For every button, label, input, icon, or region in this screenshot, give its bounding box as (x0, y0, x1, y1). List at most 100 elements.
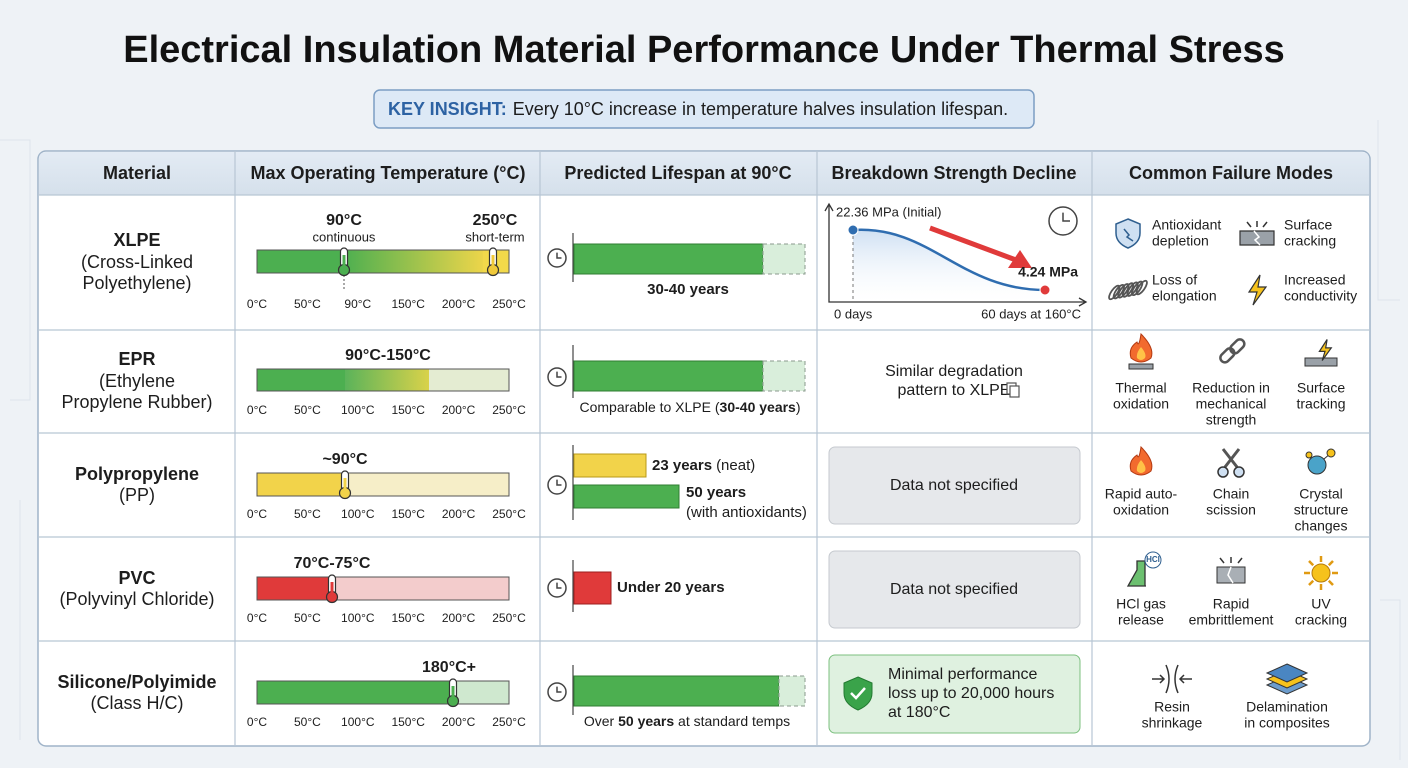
material-name: PVC (118, 568, 155, 588)
icon (1305, 451, 1313, 459)
icon (1307, 455, 1327, 475)
icon (1136, 460, 1146, 473)
clock-icon (556, 686, 562, 693)
lifespan-label: Comparable to XLPE (30-40 years) (579, 399, 800, 415)
bar-extension (778, 675, 806, 707)
icon (1227, 566, 1234, 584)
breakdown-end: 4.24 MPa (1018, 264, 1078, 280)
temp-tick-label: 150°C (391, 403, 425, 417)
text-part: Over (584, 713, 618, 729)
failure-mode-label: shrinkage (1142, 715, 1203, 731)
bar (573, 243, 764, 275)
failure-mode-label: mechanical (1196, 396, 1267, 412)
material-detail: (Ethylene (99, 371, 175, 391)
lifespan-label: 30-40 years (647, 281, 729, 298)
breakdown-text: Minimal performance (888, 666, 1037, 683)
clock-icon (556, 371, 562, 378)
failure-mode-label: structure (1294, 502, 1349, 518)
icon (1246, 221, 1268, 228)
icon (1229, 338, 1246, 355)
bar-outline (256, 472, 510, 497)
failure-mode-label: Loss of (1152, 272, 1197, 288)
icon (1326, 448, 1336, 458)
column-header: Max Operating Temperature (°C) (251, 163, 526, 183)
icon (1221, 448, 1241, 468)
temp-tick-label: 50°C (294, 403, 321, 417)
failure-mode-label: Chain (1213, 486, 1250, 502)
axis-arrows (824, 202, 1088, 307)
temp-tick-label: 0°C (247, 507, 267, 521)
bar (573, 484, 680, 509)
material-detail: (Polyvinyl Chloride) (59, 589, 214, 609)
bar (257, 681, 453, 704)
icon (1128, 363, 1154, 370)
failure-mode-label: conductivity (1284, 288, 1357, 304)
temp-tick-label: 250°C (492, 403, 526, 417)
bar-extension (762, 360, 806, 392)
temp-tick-label: 200°C (442, 297, 476, 311)
material-detail: Polyethylene) (82, 273, 191, 293)
temp-tick-label: 50°C (294, 611, 321, 625)
temp-tick-label: 200°C (442, 611, 476, 625)
temp-tick-label: 0°C (247, 715, 267, 729)
failure-mode-label: elongation (1152, 288, 1217, 304)
text-part: 50 years (618, 713, 674, 729)
bar-extension (762, 243, 806, 275)
lifespan-note: (with antioxidants) (686, 504, 807, 521)
start-point (847, 224, 859, 236)
bar (573, 571, 612, 605)
text-part: KEY INSIGHT: (388, 99, 507, 119)
page-title: Electrical Insulation Material Performan… (123, 29, 1285, 71)
column-header: Common Failure Modes (1129, 163, 1333, 183)
shield-check-icon (843, 676, 873, 711)
failure-mode-label: Thermal (1115, 380, 1166, 396)
text-part: at standard temps (674, 713, 790, 729)
table-header-bg (39, 152, 1369, 195)
icon (1152, 674, 1192, 684)
icon (1217, 466, 1229, 478)
lifespan-label: Over 50 years at standard temps (584, 713, 790, 729)
temp-tick-label: 150°C (391, 611, 425, 625)
failure-mode-label: Antioxidant (1152, 217, 1221, 233)
material-detail: (Class H/C) (91, 693, 184, 713)
bar (257, 369, 345, 391)
background-lines (0, 120, 1401, 760)
material-name: EPR (118, 349, 155, 369)
failure-mode-label: Rapid auto- (1105, 486, 1178, 502)
breakdown-text: Data not specified (890, 477, 1018, 494)
key-insight: KEY INSIGHT: Every 10°C increase in tempe… (388, 99, 1008, 119)
column-header: Breakdown Strength Decline (831, 163, 1076, 183)
shield-check-icon (850, 687, 866, 700)
failure-mode-label: embrittlement (1189, 612, 1274, 628)
temp-tick-label: 100°C (341, 715, 375, 729)
icon (1318, 339, 1333, 361)
icon (1265, 663, 1309, 683)
icon (1327, 579, 1334, 586)
failure-mode-label: cracking (1295, 612, 1347, 628)
clock-icon (1062, 212, 1070, 222)
insight-box (373, 89, 1035, 129)
temp-label: 90°C (326, 212, 362, 229)
temp-tick-label: 200°C (442, 403, 476, 417)
icon (1304, 357, 1338, 367)
bar (332, 577, 509, 600)
bar (345, 369, 429, 391)
curve-area (853, 229, 1045, 302)
breakdown-x-label: 60 days at 160°C (981, 306, 1081, 321)
failure-mode-label: Surface (1284, 217, 1332, 233)
breakdown-start: 22.36 MPa (Initial) (836, 204, 942, 219)
temp-tick-label: 250°C (492, 297, 526, 311)
temp-tick-label: 250°C (492, 507, 526, 521)
column-header: Predicted Lifespan at 90°C (564, 163, 791, 183)
icon (1233, 466, 1245, 478)
icon (1308, 579, 1315, 586)
text-part: (neat) (716, 457, 755, 474)
failure-mode-label: Crystal (1299, 486, 1343, 502)
icon (1247, 274, 1268, 306)
failure-mode-label: in composites (1244, 715, 1330, 731)
icon (1136, 347, 1146, 360)
temp-tick-label: 0°C (247, 403, 267, 417)
failure-mode-label: UV (1311, 596, 1331, 612)
bar (573, 453, 647, 478)
